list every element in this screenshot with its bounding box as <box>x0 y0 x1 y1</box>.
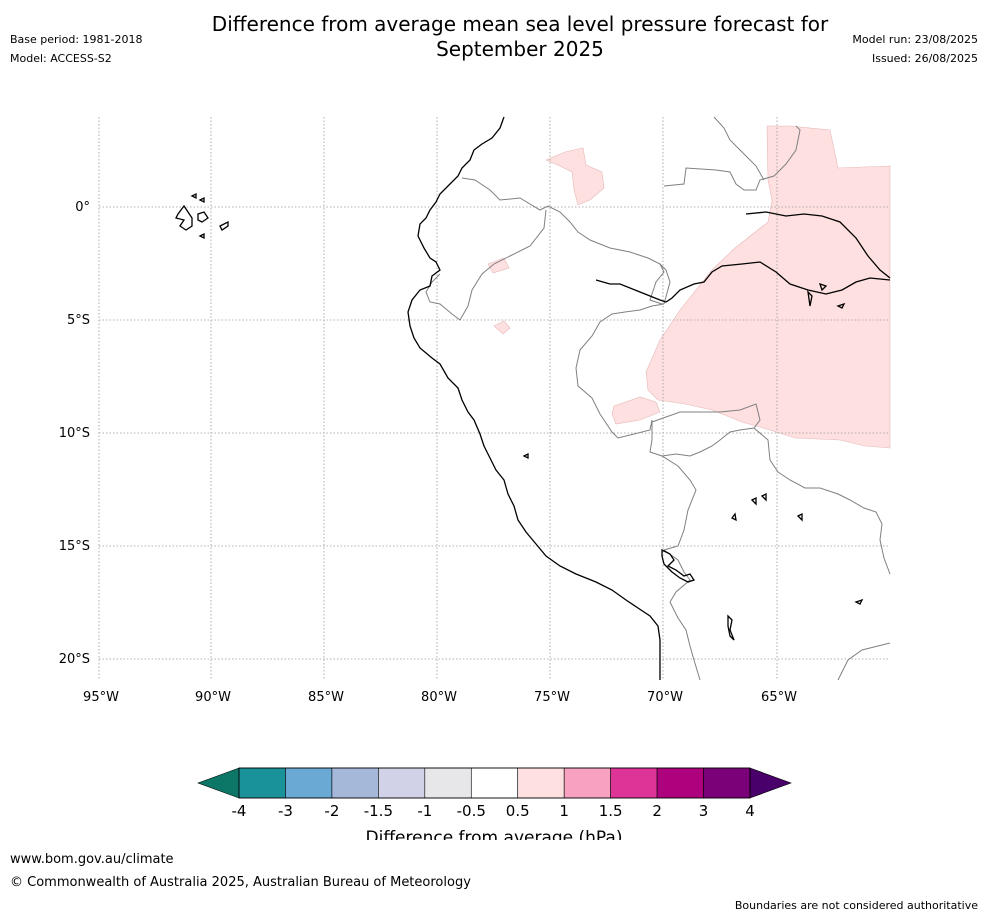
colorbar-tick-label: -1 <box>417 802 432 820</box>
disclaimer: Boundaries are not considered authoritat… <box>734 899 978 912</box>
colorbar-bin <box>610 767 658 799</box>
colorbar-bin <box>285 767 333 799</box>
meta-left: Base period: 1981-2018 Model: ACCESS-S2 <box>10 30 142 68</box>
title-line-2: September 2025 <box>436 37 604 61</box>
longitude-labels: 95°W 90°W 85°W 80°W 75°W 70°W 65°W <box>83 690 797 705</box>
issued-date: Issued: 26/08/2025 <box>871 52 978 65</box>
lon-label: 70°W <box>647 690 683 705</box>
colorbar-bin <box>424 767 472 799</box>
meta-right: Model run: 23/08/2025 Issued: 26/08/2025 <box>852 30 978 68</box>
lon-label: 95°W <box>83 690 119 705</box>
forecast-map: 0° 5°S 10°S 15°S 20°S 95°W 90°W 85°W 80°… <box>59 116 891 840</box>
colorbar-low-extend <box>197 767 240 799</box>
model-name: Model: ACCESS-S2 <box>10 52 112 65</box>
colorbar-bin <box>238 767 286 799</box>
colorbar-tick-label: 3 <box>699 802 709 820</box>
colorbar-bin <box>378 767 426 799</box>
lon-label: 75°W <box>534 690 570 705</box>
colorbar-tick-label: -4 <box>232 802 247 820</box>
colorbar-bin <box>517 767 565 799</box>
chart-title: Difference from average mean sea level p… <box>0 12 988 62</box>
graticule <box>98 117 890 680</box>
colorbar-tick-label: 1.5 <box>599 802 623 820</box>
country-borders <box>425 116 891 681</box>
lon-label: 80°W <box>421 690 457 705</box>
colorbar-bin <box>563 767 611 799</box>
copyright: © Commonwealth of Australia 2025, Austra… <box>10 875 471 890</box>
colorbar-tick-label: -0.5 <box>457 802 486 820</box>
lon-label: 85°W <box>308 690 344 705</box>
colorbar-outline <box>238 767 751 799</box>
lat-label: 0° <box>75 200 90 215</box>
pressure-anomaly-shading <box>487 125 891 449</box>
colorbar-ticks: -4 -3 -2 -1.5 -1 -0.5 0.5 1 1.5 2 3 4 <box>232 802 755 820</box>
colorbar-bin <box>331 767 379 799</box>
latitude-labels: 0° 5°S 10°S 15°S 20°S <box>59 200 90 667</box>
lat-label: 15°S <box>59 539 90 554</box>
lon-label: 90°W <box>195 690 231 705</box>
base-period: Base period: 1981-2018 <box>10 33 143 46</box>
colorbar-tick-label: 4 <box>745 802 755 820</box>
colorbar: -4 -3 -2 -1.5 -1 -0.5 0.5 1 1.5 2 3 4 Difference fr… <box>197 767 792 840</box>
colorbar-tick-label: -2 <box>324 802 339 820</box>
colorbar-tick-label: 0.5 <box>506 802 530 820</box>
colorbar-tick-label: 2 <box>652 802 662 820</box>
colorbar-bins <box>238 767 751 799</box>
lat-label: 5°S <box>67 313 90 328</box>
colorbar-tick-label: -1.5 <box>364 802 393 820</box>
title-line-1: Difference from average mean sea level p… <box>211 12 829 36</box>
coastlines <box>175 116 891 680</box>
colorbar-high-extend <box>749 767 792 799</box>
source-url: www.bom.gov.au/climate <box>10 852 174 867</box>
model-run: Model run: 23/08/2025 <box>852 33 978 46</box>
colorbar-bin <box>470 767 519 799</box>
colorbar-tick-label: 1 <box>559 802 569 820</box>
colorbar-bin <box>703 767 751 799</box>
colorbar-tick-label: -3 <box>278 802 293 820</box>
lat-label: 20°S <box>59 652 90 667</box>
colorbar-label: Difference from average (hPa) <box>366 828 623 840</box>
lat-label: 10°S <box>59 426 90 441</box>
lon-label: 65°W <box>761 690 797 705</box>
colorbar-bin <box>656 767 704 799</box>
